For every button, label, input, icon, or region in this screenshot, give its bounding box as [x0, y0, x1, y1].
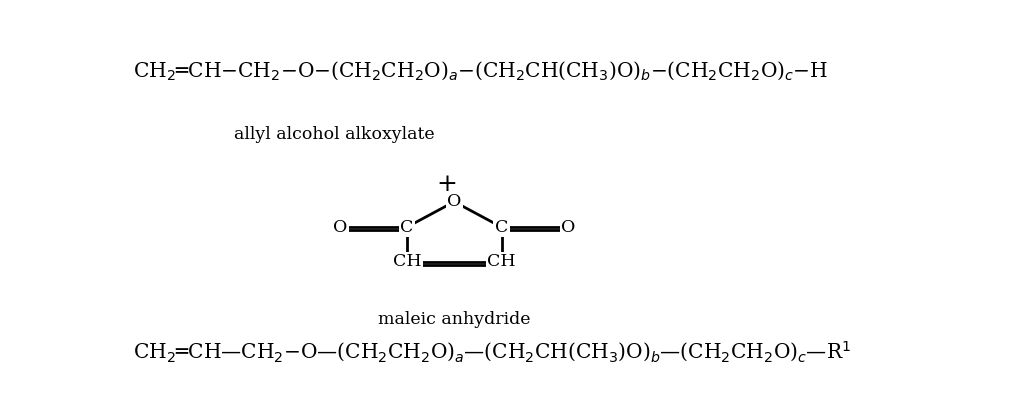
Text: O: O	[561, 219, 576, 236]
Text: O: O	[333, 219, 347, 236]
Text: CH: CH	[487, 253, 516, 271]
Text: CH$_2$═CH−CH$_2$−O−(CH$_2$CH$_2$O)$_a$−(CH$_2$CH(CH$_3$)O)$_b$−(CH$_2$CH$_2$O)$_: CH$_2$═CH−CH$_2$−O−(CH$_2$CH$_2$O)$_a$−(…	[133, 59, 829, 82]
Text: CH: CH	[393, 253, 421, 271]
Text: CH$_2$═CH—CH$_2$−O—(CH$_2$CH$_2$O)$_a$—(CH$_2$CH(CH$_3$)O)$_b$—(CH$_2$CH$_2$O)$_: CH$_2$═CH—CH$_2$−O—(CH$_2$CH$_2$O)$_a$—(…	[133, 340, 851, 364]
Text: allyl alcohol alkoxylate: allyl alcohol alkoxylate	[234, 126, 434, 143]
Text: C: C	[401, 219, 414, 236]
Text: +: +	[436, 173, 457, 196]
Text: O: O	[447, 193, 462, 210]
Text: maleic anhydride: maleic anhydride	[378, 311, 531, 328]
Text: C: C	[495, 219, 508, 236]
